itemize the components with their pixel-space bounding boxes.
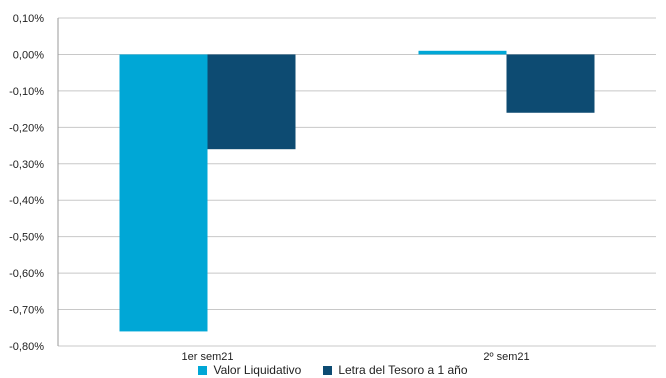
- x-tick-label: 1er sem21: [182, 351, 234, 360]
- bar-valor-liquidativo-1: [119, 54, 208, 332]
- y-tick-label: -0,40%: [9, 195, 44, 207]
- y-tick-label: -0,50%: [9, 232, 44, 244]
- bar-letra-tesoro-1: [207, 54, 296, 150]
- legend-label: Valor Liquidativo: [213, 363, 302, 377]
- y-tick-label: 0,00%: [13, 49, 44, 61]
- legend-item: Letra del Tesoro a 1 año: [323, 363, 468, 378]
- y-tick-label: -0,10%: [9, 86, 44, 98]
- y-tick-label: -0,20%: [9, 122, 44, 134]
- legend: Valor Liquidativo Letra del Tesoro a 1 añ…: [0, 363, 666, 378]
- legend-item: Valor Liquidativo: [198, 363, 301, 378]
- y-tick-label: -0,80%: [9, 341, 44, 353]
- y-tick-label: -0,30%: [9, 159, 44, 171]
- y-axis-tick-labels: 0,10% 0,00% -0,10% -0,20% -0,30% -0,40% -0,50%…: [9, 13, 44, 353]
- legend-label: Letra del Tesoro a 1 año: [338, 363, 468, 377]
- x-tick-label: 2º sem21: [483, 351, 529, 360]
- x-axis-tick-labels: 1er sem21 2º sem21: [182, 351, 530, 360]
- legend-swatch: [198, 366, 208, 375]
- bars: [119, 50, 595, 332]
- bar-valor-liquidativo-2: [418, 50, 507, 55]
- y-tick-label: 0,10%: [13, 13, 44, 25]
- bar-chart: 0,10% 0,00% -0,10% -0,20% -0,30% -0,40% -0,50%…: [9, 13, 656, 360]
- legend-swatch: [323, 366, 333, 375]
- y-tick-label: -0,70%: [9, 305, 44, 317]
- bar-letra-tesoro-2: [506, 54, 595, 113]
- y-tick-label: -0,60%: [9, 268, 44, 280]
